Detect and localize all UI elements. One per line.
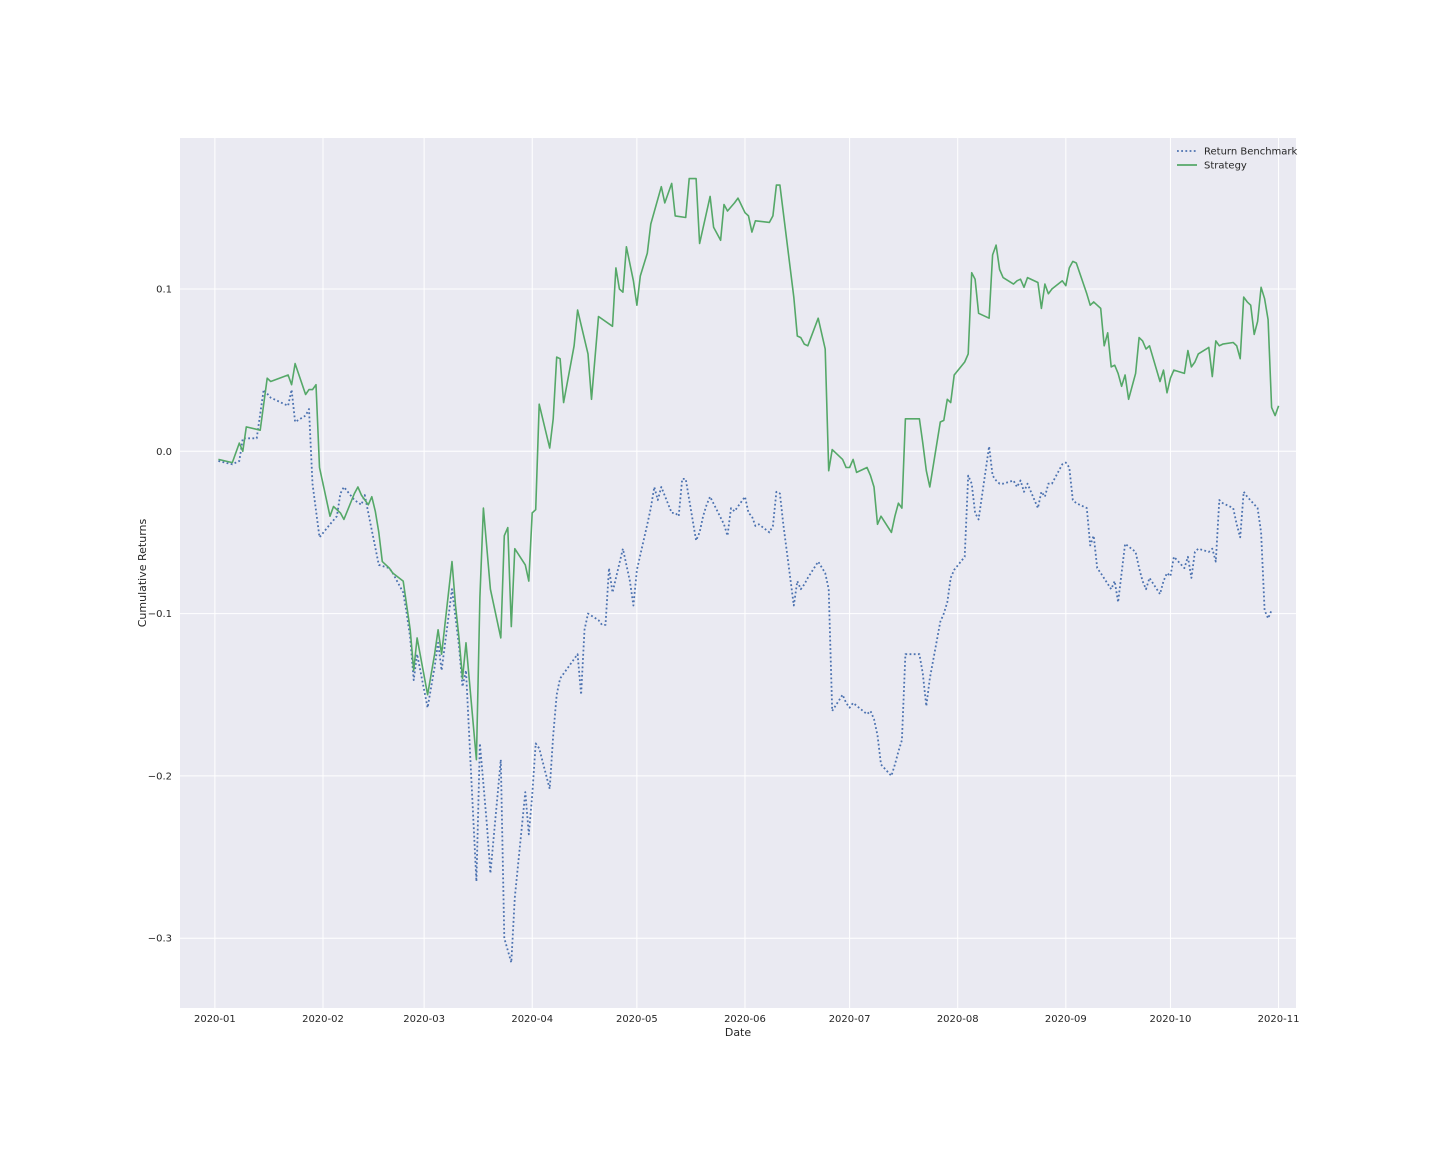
y-axis-ticks: −0.3 −0.2 −0.1 0.0 0.1: [148, 284, 172, 944]
y-tick-label: −0.2: [148, 771, 172, 782]
x-tick-label: 2020-04: [511, 1014, 553, 1025]
x-axis-label: Date: [725, 1026, 752, 1039]
x-axis-ticks: 2020-01 2020-02 2020-03 2020-04 2020-05 2020-…: [194, 1014, 1299, 1025]
series-lines: [218, 177, 1280, 964]
y-tick-label: 0.0: [156, 447, 172, 458]
x-tick-label: 2020-08: [937, 1014, 979, 1025]
x-tick-label: 2020-07: [829, 1014, 871, 1025]
x-tick-label: 2020-10: [1150, 1014, 1192, 1025]
series-line-strategy: [218, 177, 1280, 761]
y-tick-label: 0.1: [156, 284, 172, 295]
x-tick-label: 2020-11: [1258, 1014, 1300, 1025]
x-tick-label: 2020-03: [403, 1014, 445, 1025]
y-tick-label: −0.3: [148, 934, 172, 945]
x-tick-label: 2020-09: [1045, 1014, 1087, 1025]
legend: Return Benchmark Strategy: [1177, 147, 1298, 172]
x-tick-label: 2020-05: [616, 1014, 658, 1025]
x-tick-label: 2020-06: [724, 1014, 766, 1025]
y-tick-label: −0.1: [148, 609, 172, 620]
x-tick-label: 2020-02: [302, 1014, 344, 1025]
legend-entry: Strategy: [1204, 161, 1247, 172]
plot-area: [180, 138, 1296, 1008]
series-line-return-benchmark: [218, 388, 1273, 964]
grid-lines: [180, 138, 1296, 1008]
y-axis-label: Cumulative Returns: [136, 518, 149, 627]
legend-entry: Return Benchmark: [1204, 147, 1298, 158]
x-tick-label: 2020-01: [194, 1014, 236, 1025]
